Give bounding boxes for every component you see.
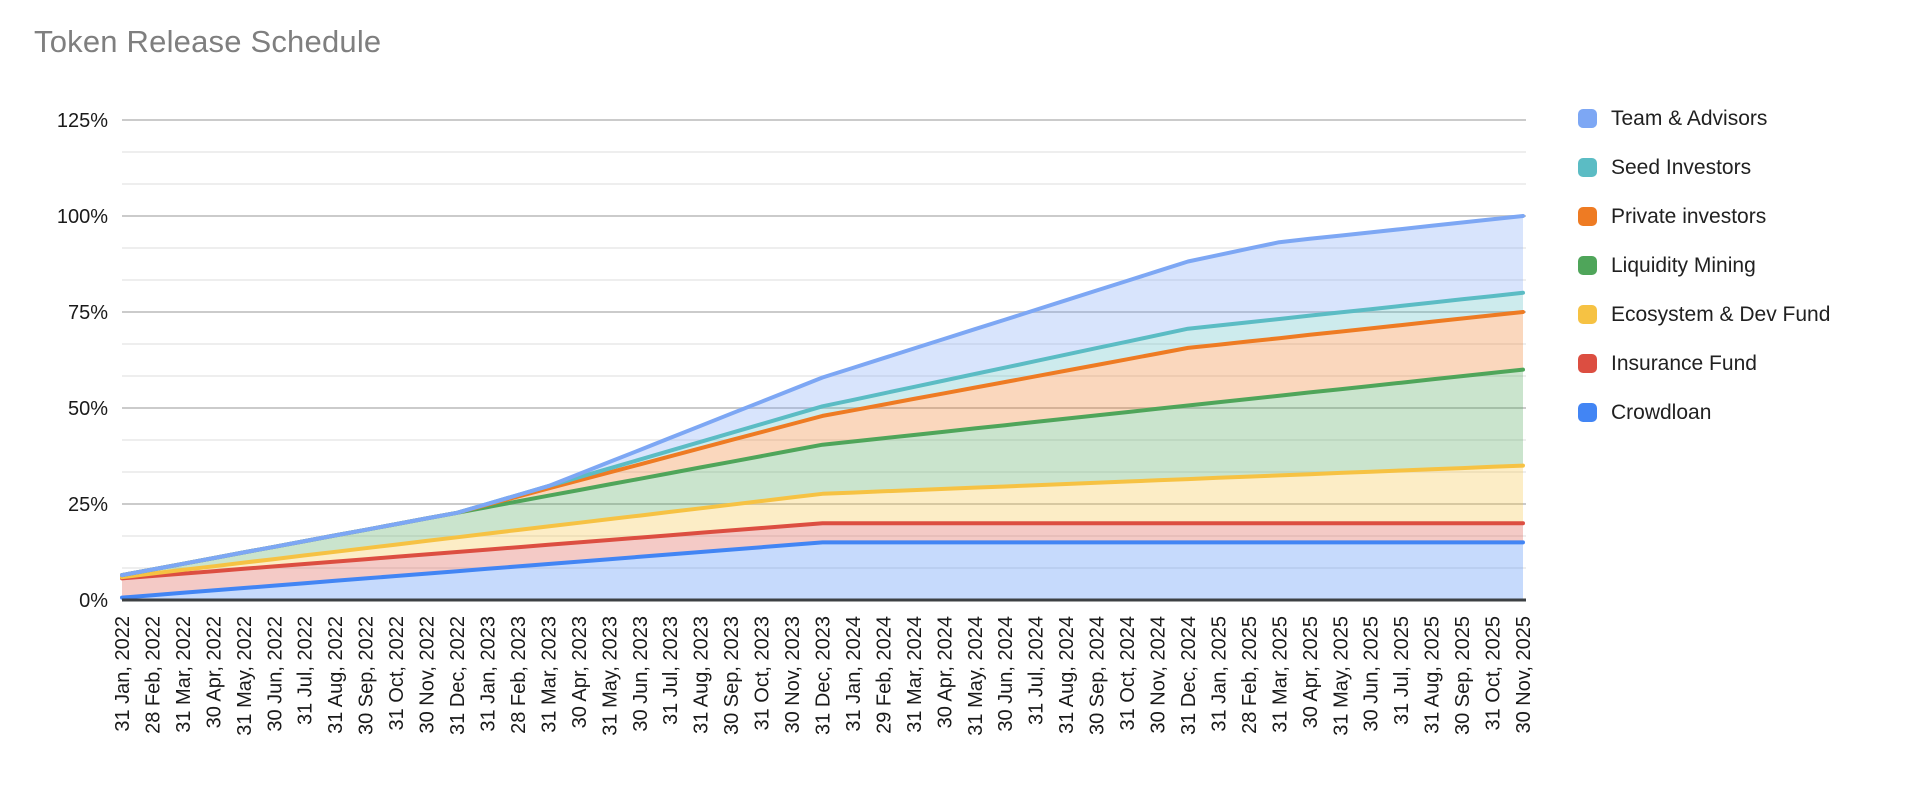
series-line-ecosystem-dev-fund (120, 463, 1525, 580)
area-band-team-advisors (122, 216, 1523, 576)
x-tick-label: 31 Jul, 2023 (660, 616, 682, 725)
x-tick-label: 31 Oct, 2023 (752, 616, 774, 731)
legend-swatch-private-investors (1578, 206, 1597, 226)
x-tick-label: 28 Feb, 2022 (143, 616, 165, 734)
x-tick-label: 31 Oct, 2024 (1117, 616, 1139, 731)
x-tick-label: 31 Aug, 2024 (1056, 616, 1078, 734)
x-tick-label: 30 Jun, 2022 (264, 616, 286, 732)
chart-title: Token Release Schedule (34, 24, 382, 59)
legend-swatch-team-advisors (1578, 108, 1597, 128)
x-tick-label: 31 Jan, 2022 (112, 616, 134, 732)
x-tick-label: 31 Jul, 2022 (295, 616, 317, 725)
x-tick-label: 30 Jun, 2023 (630, 616, 652, 732)
x-tick-label: 31 Aug, 2022 (325, 616, 347, 734)
area-band-crowdloan (122, 542, 1523, 600)
legend-item-seed-investors: Seed Investors (1578, 155, 1830, 179)
legend-item-private-investors: Private investors (1578, 204, 1830, 228)
x-tick-label: 31 May, 2024 (965, 616, 987, 736)
legend-item-crowdloan: Crowdloan (1578, 400, 1830, 424)
legend-swatch-ecosystem-dev-fund (1578, 304, 1597, 324)
y-tick-label: 0% (79, 590, 108, 612)
x-tick-label: 31 Dec, 2022 (447, 616, 469, 735)
x-tick-label: 30 Sep, 2024 (1087, 616, 1109, 735)
chart-legend: Team & Advisors Seed Investors Private i… (1578, 106, 1831, 424)
x-tick-label: 28 Feb, 2023 (508, 616, 530, 734)
series-line-team-advisors (120, 214, 1525, 578)
x-tick-label: 30 Jun, 2024 (995, 616, 1017, 732)
legend-swatch-liquidity-mining (1578, 255, 1597, 275)
x-tick-label: 31 Aug, 2023 (691, 616, 713, 734)
legend-swatch-seed-investors (1578, 157, 1597, 177)
y-tick-label: 25% (68, 494, 108, 516)
area-band-seed-investors (122, 292, 1523, 576)
x-tick-label: 31 Jul, 2025 (1391, 616, 1413, 725)
x-tick-label: 31 Dec, 2023 (813, 616, 835, 735)
x-tick-label: 31 May, 2022 (234, 616, 256, 736)
x-tick-label: 30 Jun, 2025 (1361, 616, 1383, 732)
area-band-liquidity-mining (122, 369, 1523, 578)
y-tick-label: 125% (57, 110, 108, 132)
series-line-insurance-fund (120, 521, 1525, 581)
x-tick-label: 31 Aug, 2025 (1422, 616, 1444, 734)
legend-label-private-investors: Private investors (1611, 204, 1767, 228)
x-tick-label: 31 May, 2025 (1330, 616, 1352, 736)
series-line-crowdloan (120, 540, 1525, 600)
x-tick-label: 31 Oct, 2025 (1483, 616, 1505, 731)
y-tick-label: 100% (57, 206, 108, 228)
x-tick-label: 31 Jan, 2023 (478, 616, 500, 732)
y-tick-label: 50% (68, 398, 108, 420)
x-tick-label: 30 Apr, 2024 (934, 616, 956, 728)
legend-item-liquidity-mining: Liquidity Mining (1578, 253, 1830, 277)
x-tick-label: 31 Jan, 2025 (1208, 616, 1230, 732)
x-tick-label: 30 Apr, 2025 (1300, 616, 1322, 728)
legend-label-seed-investors: Seed Investors (1611, 155, 1752, 179)
x-tick-label: 30 Nov, 2022 (417, 616, 439, 734)
x-tick-label: 30 Nov, 2023 (782, 616, 804, 734)
legend-item-ecosystem-dev-fund: Ecosystem & Dev Fund (1578, 302, 1831, 326)
x-tick-label: 30 Sep, 2023 (721, 616, 743, 735)
x-tick-label: 31 Dec, 2024 (1178, 616, 1200, 735)
legend-swatch-insurance-fund (1578, 353, 1597, 373)
x-tick-label: 31 Mar, 2022 (173, 616, 195, 733)
legend-item-team-advisors: Team & Advisors (1578, 106, 1830, 130)
legend-label-insurance-fund: Insurance Fund (1611, 351, 1757, 375)
x-tick-label: 31 Oct, 2022 (386, 616, 408, 731)
x-tick-label: 30 Sep, 2025 (1452, 616, 1474, 735)
x-tick-label: 31 May, 2023 (599, 616, 621, 736)
x-tick-label: 31 Mar, 2023 (538, 616, 560, 733)
x-tick-label: 28 Feb, 2025 (1239, 616, 1261, 734)
legend-label-team-advisors: Team & Advisors (1611, 106, 1768, 130)
y-tick-label: 75% (68, 302, 108, 324)
x-tick-label: 30 Nov, 2025 (1513, 616, 1535, 734)
x-tick-label: 31 Jan, 2024 (843, 616, 865, 732)
x-tick-label: 31 Mar, 2024 (904, 616, 926, 733)
legend-swatch-crowdloan (1578, 402, 1597, 422)
x-tick-label: 29 Feb, 2024 (873, 616, 895, 734)
x-tick-label: 30 Nov, 2024 (1148, 616, 1170, 734)
legend-label-ecosystem-dev-fund: Ecosystem & Dev Fund (1611, 302, 1831, 326)
legend-item-insurance-fund: Insurance Fund (1578, 351, 1830, 375)
x-tick-label: 30 Apr, 2023 (569, 616, 591, 728)
x-tick-label: 30 Apr, 2022 (203, 616, 225, 728)
legend-label-crowdloan: Crowdloan (1611, 400, 1712, 424)
x-tick-label: 31 Jul, 2024 (1026, 616, 1048, 725)
x-tick-label: 30 Sep, 2022 (356, 616, 378, 735)
legend-label-liquidity-mining: Liquidity Mining (1611, 253, 1756, 277)
x-tick-label: 31 Mar, 2025 (1269, 616, 1291, 733)
